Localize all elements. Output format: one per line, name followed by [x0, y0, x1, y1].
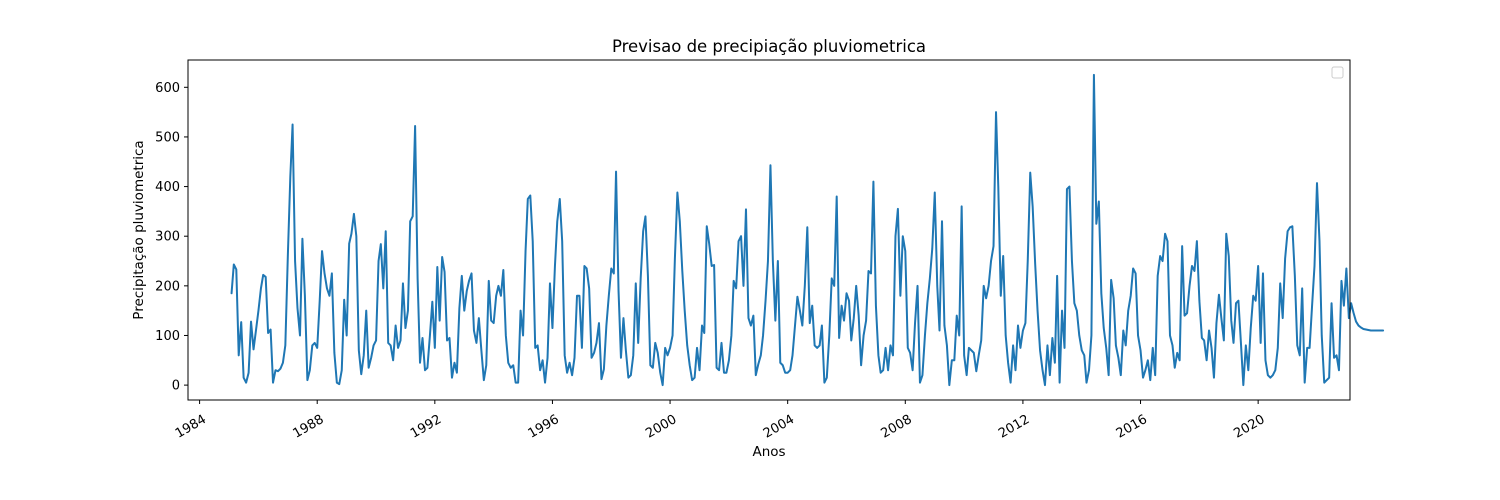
y-tick-label: 400 [155, 180, 180, 195]
y-tick-label: 0 [172, 379, 180, 394]
chart-title: Previsao de precipiação pluviometrica [612, 37, 926, 56]
y-tick-label: 300 [155, 230, 180, 245]
y-tick-label: 200 [155, 279, 180, 294]
y-tick-label: 600 [155, 81, 180, 96]
y-axis-title: Precipitação pluviometrica [131, 140, 147, 319]
y-tick-label: 100 [155, 329, 180, 344]
legend-box [1331, 66, 1344, 79]
y-tick-label: 500 [155, 130, 180, 145]
series-line [230, 73, 1385, 387]
x-axis-title: Anos [752, 444, 785, 460]
y-axis: 0 100 200 300 400 500 600 [155, 81, 188, 394]
plot-frame [187, 59, 1351, 401]
